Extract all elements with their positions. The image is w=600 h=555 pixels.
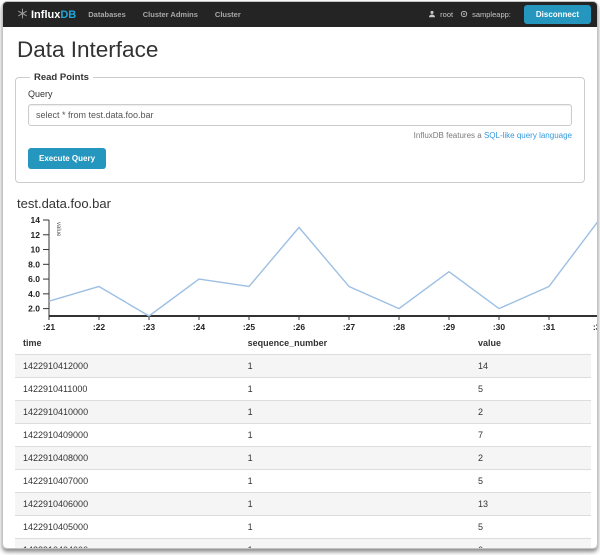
svg-text:2.0: 2.0 <box>28 304 40 314</box>
svg-text:6.0: 6.0 <box>28 274 40 284</box>
execute-query-button[interactable]: Execute Query <box>28 148 106 169</box>
svg-text::24: :24 <box>193 322 206 332</box>
cell-value: 2 <box>470 447 591 470</box>
column-header-sequence-number: sequence_number <box>240 332 470 355</box>
cell-sequence-number: 1 <box>240 516 470 539</box>
cell-value: 5 <box>470 470 591 493</box>
cell-sequence-number: 1 <box>240 378 470 401</box>
cell-time: 1422910409000 <box>15 424 240 447</box>
cell-sequence-number: 1 <box>240 401 470 424</box>
disconnect-button[interactable]: Disconnect <box>524 5 591 24</box>
svg-text::25: :25 <box>243 322 256 332</box>
cell-value: 6 <box>470 539 591 550</box>
brand-link[interactable]: InfluxDB <box>17 8 76 22</box>
table-row: 1422910411000 1 5 <box>15 378 591 401</box>
table-row: 1422910409000 1 7 <box>15 424 591 447</box>
cell-sequence-number: 1 <box>240 447 470 470</box>
column-header-value: value <box>470 332 591 355</box>
cell-time: 1422910412000 <box>15 355 240 378</box>
current-user-label: root <box>440 10 453 19</box>
cell-value: 7 <box>470 424 591 447</box>
svg-text:12: 12 <box>31 230 41 240</box>
cell-value: 2 <box>470 401 591 424</box>
nav-item-cluster[interactable]: Cluster <box>215 10 241 19</box>
cell-sequence-number: 1 <box>240 493 470 516</box>
table-row: 1422910410000 1 2 <box>15 401 591 424</box>
cell-time: 1422910408000 <box>15 447 240 470</box>
svg-text::21: :21 <box>43 322 56 332</box>
cell-value: 13 <box>470 493 591 516</box>
read-points-panel: Read Points Query InfluxDB features a SQ… <box>15 72 585 183</box>
nav-menu: Databases Cluster Admins Cluster <box>88 10 241 19</box>
svg-text:4.0: 4.0 <box>28 289 40 299</box>
user-icon <box>428 10 436 20</box>
cell-sequence-number: 1 <box>240 424 470 447</box>
app-window: InfluxDB Databases Cluster Admins Cluste… <box>2 1 598 549</box>
cell-sequence-number: 1 <box>240 470 470 493</box>
svg-text::27: :27 <box>343 322 356 332</box>
cell-value: 14 <box>470 355 591 378</box>
cell-time: 1422910411000 <box>15 378 240 401</box>
nav-item-cluster-admins[interactable]: Cluster Admins <box>143 10 198 19</box>
svg-text::26: :26 <box>293 322 306 332</box>
table-body: 1422910412000 1 14 1422910411000 1 5 142… <box>15 355 591 550</box>
cell-sequence-number: 1 <box>240 539 470 550</box>
current-database-label: sampleapp: <box>472 10 511 19</box>
cell-time: 1422910404000 <box>15 539 240 550</box>
table-row: 1422910412000 1 14 <box>15 355 591 378</box>
series-title: test.data.foo.bar <box>17 196 583 211</box>
cell-time: 1422910406000 <box>15 493 240 516</box>
table-row: 1422910404000 1 6 <box>15 539 591 550</box>
navbar: InfluxDB Databases Cluster Admins Cluste… <box>3 2 597 27</box>
query-help-prefix: InfluxDB features a <box>414 131 482 140</box>
cell-value: 5 <box>470 516 591 539</box>
read-points-legend: Read Points <box>30 72 93 83</box>
svg-text::23: :23 <box>143 322 156 332</box>
query-help-text: InfluxDB features a SQL-like query langu… <box>28 131 572 140</box>
svg-text:14: 14 <box>31 215 41 225</box>
svg-text::29: :29 <box>443 322 456 332</box>
svg-text:10: 10 <box>31 245 41 255</box>
svg-text::32: :32 <box>593 322 598 332</box>
cell-time: 1422910405000 <box>15 516 240 539</box>
svg-text:8.0: 8.0 <box>28 259 40 269</box>
svg-text::28: :28 <box>393 322 406 332</box>
table-header-row: time sequence_number value <box>15 332 591 355</box>
table-row: 1422910406000 1 13 <box>15 493 591 516</box>
cell-time: 1422910407000 <box>15 470 240 493</box>
table-row: 1422910405000 1 5 <box>15 516 591 539</box>
svg-text::30: :30 <box>493 322 506 332</box>
database-icon <box>460 10 468 20</box>
nav-item-databases[interactable]: Databases <box>88 10 126 19</box>
svg-text:value: value <box>55 222 61 237</box>
navbar-right: root sampleapp: Disconnect <box>428 5 591 24</box>
value-line-chart: 2.0 4.0 6.0 8.0 10 12 14 :21 :22 :23 :24 :25 :26 :27:… <box>3 212 598 332</box>
svg-text::22: :22 <box>93 322 106 332</box>
page-title: Data Interface <box>17 37 583 63</box>
table-row: 1422910407000 1 5 <box>15 470 591 493</box>
svg-text::31: :31 <box>543 322 556 332</box>
table-row: 1422910408000 1 2 <box>15 447 591 470</box>
sql-language-link[interactable]: SQL-like query language <box>484 131 572 140</box>
cell-value: 5 <box>470 378 591 401</box>
query-label: Query <box>28 89 572 99</box>
influxdb-logo-icon <box>17 8 28 22</box>
query-input[interactable] <box>28 104 572 126</box>
cell-time: 1422910410000 <box>15 401 240 424</box>
results-table: time sequence_number value 1422910412000… <box>15 332 591 549</box>
cell-sequence-number: 1 <box>240 355 470 378</box>
brand-text: InfluxDB <box>31 9 76 21</box>
column-header-time: time <box>15 332 240 355</box>
